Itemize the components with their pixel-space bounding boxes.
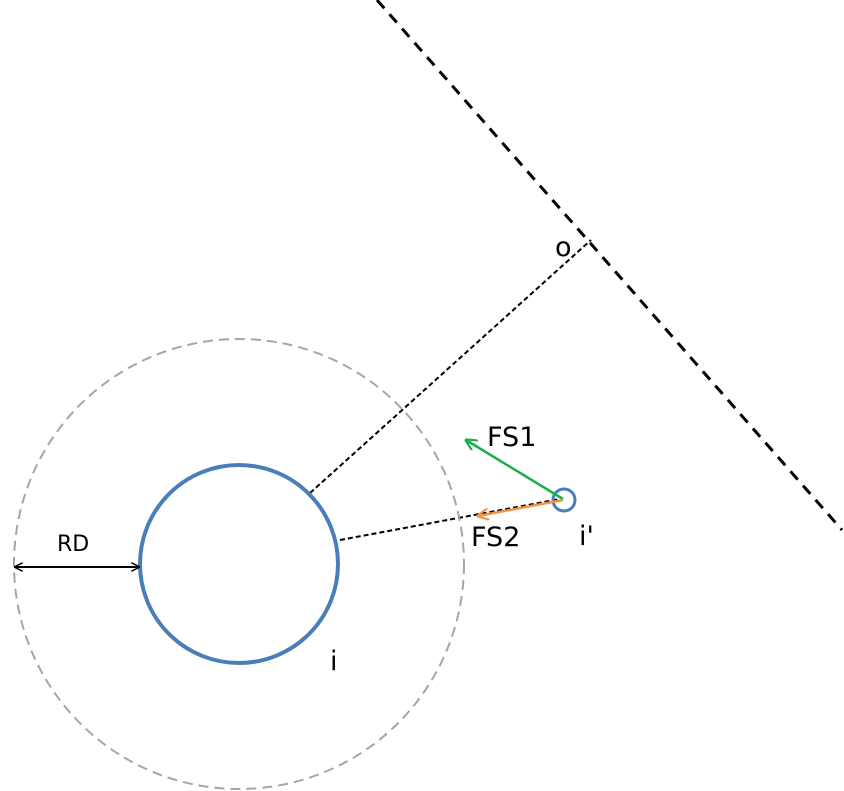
influence-circle: [14, 339, 464, 789]
label-agent-i: i: [330, 646, 338, 677]
label-radius: RD: [57, 532, 89, 557]
force-2-arrow: [478, 500, 563, 516]
label-force-1: FS1: [487, 422, 536, 453]
label-force-2: FS2: [471, 522, 520, 553]
agent-i-circle: [140, 465, 338, 663]
boundary-line: [377, 0, 842, 530]
distance-line-to-o: [310, 240, 591, 493]
label-agent-i-prime: i': [579, 521, 594, 552]
label-point-o: o: [555, 232, 572, 263]
distance-line-to-i-prime: [340, 499, 560, 540]
